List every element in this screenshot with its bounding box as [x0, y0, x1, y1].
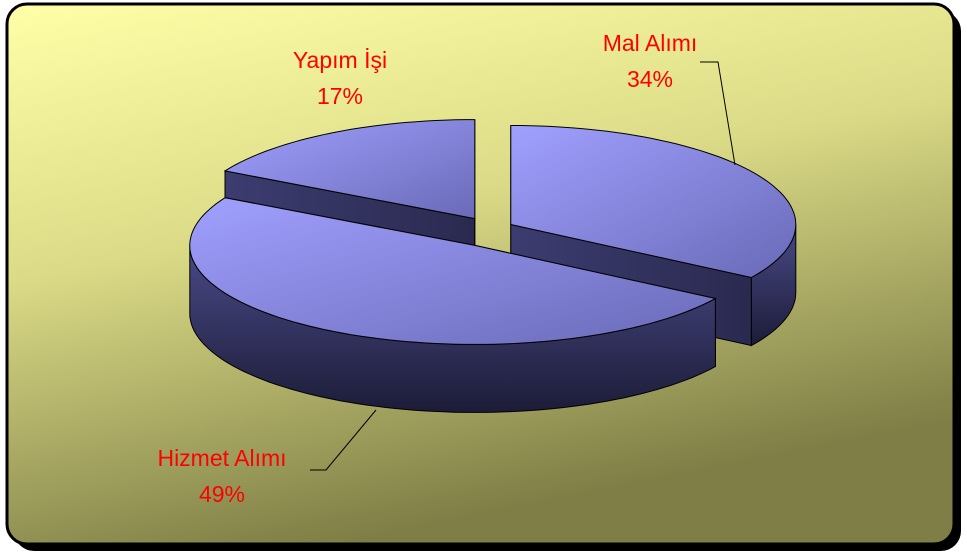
pie [189, 119, 797, 413]
leader-line [310, 409, 377, 471]
slice-value-label: 49% [199, 481, 245, 507]
slice-value-label: 34% [627, 66, 673, 92]
slice-value-label: 17% [317, 83, 363, 109]
slice-top [189, 197, 717, 345]
labels: Mal Alımı 34% Hizmet Alımı 49% Yapım İşi 17% [157, 30, 736, 507]
leader-line [700, 61, 736, 166]
slice-top [223, 119, 476, 220]
slice-top [510, 125, 797, 279]
slice-label: Mal Alımı [603, 30, 698, 56]
pie-slice [189, 197, 717, 413]
slice-label: Yapım İşi [293, 47, 387, 73]
slice-label: Hizmet Alımı [157, 445, 286, 471]
